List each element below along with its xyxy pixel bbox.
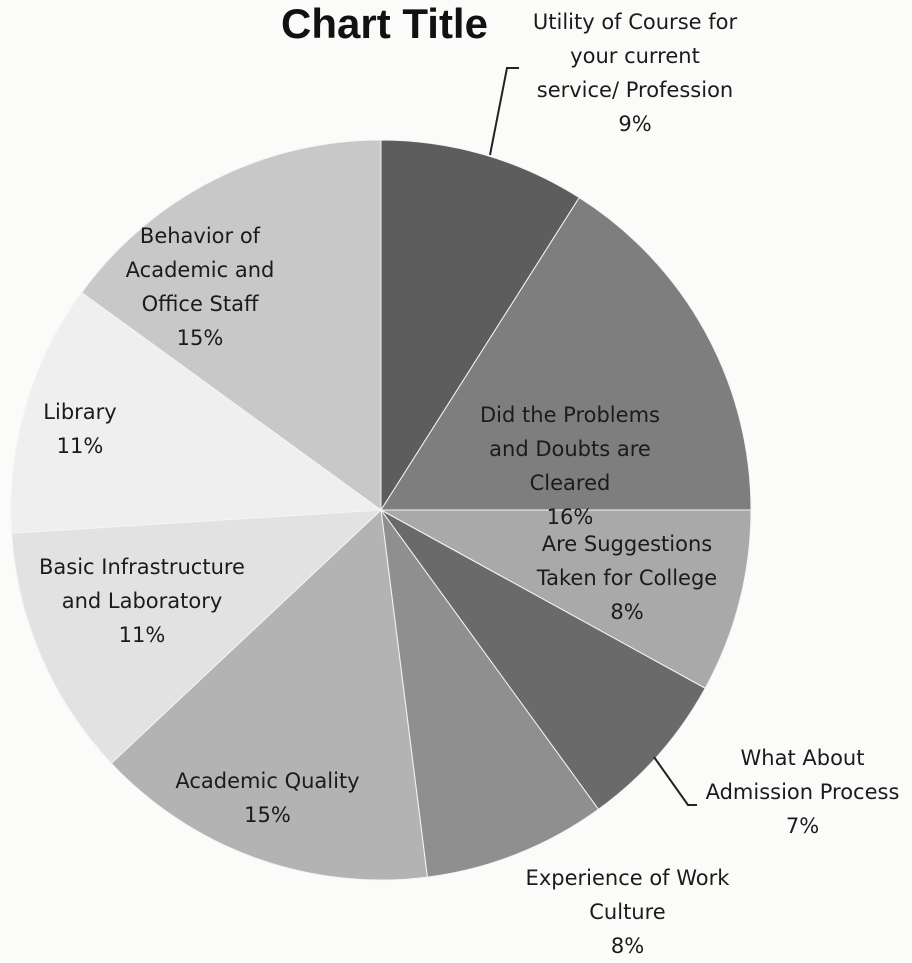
pie-slice-2: [380, 509, 752, 689]
data-label-library: Library 11%: [43, 400, 117, 458]
pie-slice-7: [10, 291, 383, 534]
pie-slice-4: [380, 509, 600, 878]
pie-slice-3: [380, 509, 706, 811]
data-label-work-culture: Experience of Work Culture 8%: [525, 866, 730, 958]
data-label-academic-quality: Academic Quality 15%: [175, 769, 360, 827]
data-label-behavior: Behavior of Academic and Office Staff 15%: [125, 224, 275, 350]
pie-slice-1: [380, 196, 752, 511]
pie-slice-8: [80, 139, 382, 511]
data-label-admission: What About Admission Process 7%: [705, 746, 900, 838]
data-label-suggestions: Are Suggestions Taken for College 8%: [536, 532, 718, 624]
leader-lines: [489, 67, 697, 806]
pie-slice-0: [380, 139, 580, 512]
leader-line-admission: [653, 756, 697, 806]
data-label-infrastructure: Basic Infrastructure and Laboratory 11%: [39, 555, 245, 647]
data-label-problems-doubts: Did the Problems and Doubts are Cleared 16%: [480, 403, 660, 529]
pie-slices: [10, 139, 752, 881]
pie-slice-5: [110, 508, 428, 881]
chart-title: Chart Title: [281, 0, 488, 47]
leader-line-utility: [489, 67, 519, 156]
data-label-utility: Utility of Course for your current service…: [532, 10, 738, 136]
pie-slice-6: [11, 509, 383, 764]
